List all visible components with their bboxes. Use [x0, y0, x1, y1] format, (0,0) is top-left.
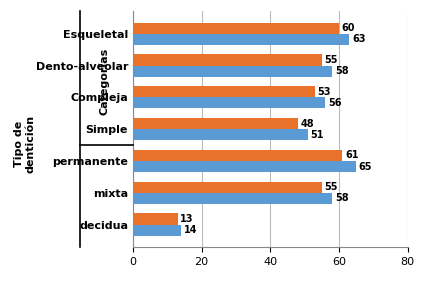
Bar: [133, 65, 332, 77]
Text: 63: 63: [352, 34, 365, 44]
Bar: [133, 129, 308, 140]
Text: 51: 51: [311, 130, 324, 140]
Bar: [133, 224, 181, 236]
Text: 53: 53: [318, 87, 331, 97]
Text: 48: 48: [300, 119, 314, 129]
Text: 60: 60: [342, 23, 355, 33]
Bar: [133, 34, 349, 45]
Text: Categorías: Categorías: [99, 48, 109, 115]
Text: 65: 65: [359, 162, 372, 172]
Bar: [133, 182, 322, 193]
Text: 56: 56: [328, 98, 342, 108]
Bar: [133, 193, 332, 204]
Text: Tipo de
dentición: Tipo de dentición: [14, 115, 35, 172]
Bar: [133, 23, 339, 34]
Bar: [133, 55, 322, 65]
Bar: [133, 150, 342, 161]
Bar: [133, 161, 356, 172]
Text: 61: 61: [345, 150, 358, 160]
Bar: [133, 214, 178, 224]
Bar: [133, 97, 325, 108]
Bar: [133, 118, 298, 129]
Text: 13: 13: [180, 214, 194, 224]
Text: 58: 58: [335, 193, 348, 203]
Text: 55: 55: [324, 55, 338, 65]
Text: 55: 55: [324, 182, 338, 192]
Bar: [133, 86, 315, 97]
Text: 58: 58: [335, 66, 348, 76]
Text: 14: 14: [184, 225, 197, 235]
